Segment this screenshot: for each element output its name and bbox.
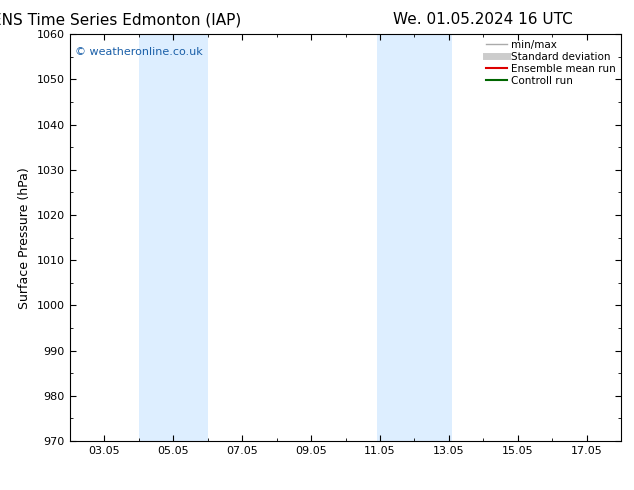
Bar [377,34,453,441]
Bar [139,34,207,441]
Text: We. 01.05.2024 16 UTC: We. 01.05.2024 16 UTC [393,12,573,27]
Legend: min/max, Standard deviation, Ensemble mean run, Controll run: min/max, Standard deviation, Ensemble me… [484,37,618,88]
Text: © weatheronline.co.uk: © weatheronline.co.uk [75,47,203,56]
Y-axis label: Surface Pressure (hPa): Surface Pressure (hPa) [18,167,31,309]
Text: ENS Time Series Edmonton (IAP): ENS Time Series Edmonton (IAP) [0,12,241,27]
